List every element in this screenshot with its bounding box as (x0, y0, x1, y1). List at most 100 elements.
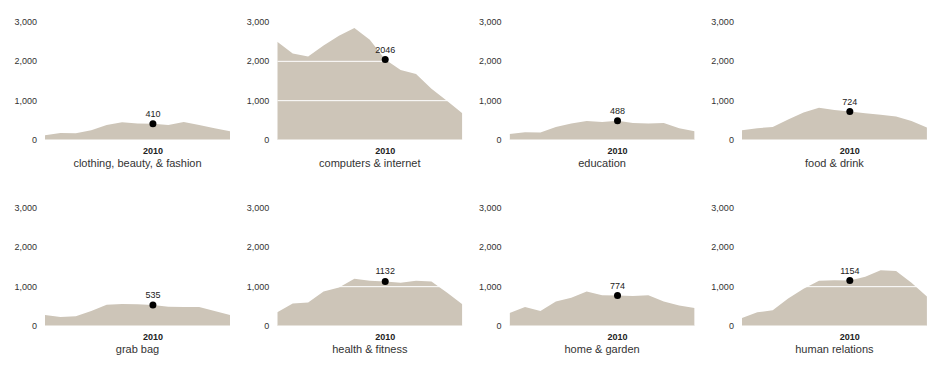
y-tick-label: 2,000 (247, 242, 270, 252)
grid-line (510, 100, 695, 101)
panel-title: food & drink (805, 157, 864, 169)
grid-line (510, 140, 695, 141)
panel: 01,0002,0003,00011542010human relations (711, 203, 927, 355)
panel: 01,0002,0003,00020462010computers & inte… (247, 17, 463, 169)
panel: 01,0002,0003,0004882010education (479, 17, 695, 169)
grid-line (510, 208, 695, 209)
grid-line (510, 286, 695, 287)
grid-line (742, 247, 927, 248)
highlight-point (614, 117, 621, 124)
chart-root: 01,0002,0003,0004102010clothing, beauty,… (0, 0, 932, 366)
y-tick-label: 2,000 (247, 56, 270, 66)
plot-area (277, 22, 462, 140)
y-tick-label: 3,000 (14, 203, 37, 213)
data-label: 488 (610, 106, 625, 116)
y-tick-label: 0 (729, 321, 734, 331)
plot-area (742, 208, 927, 326)
highlight-point (382, 278, 389, 285)
data-label: 410 (145, 109, 160, 119)
grid-line (45, 140, 230, 141)
grid-line (510, 61, 695, 62)
grid-line (277, 22, 462, 23)
grid-line (45, 61, 230, 62)
plot-area (510, 22, 695, 140)
panel-title: home & garden (564, 343, 639, 355)
grid-line (45, 247, 230, 248)
y-tick-label: 2,000 (14, 56, 37, 66)
data-label: 774 (610, 281, 625, 291)
panel-title: education (578, 157, 626, 169)
panel: 0 1,000 2,000 3,000 724 2010food & drink (711, 17, 927, 169)
y-tick-label: 1,000 (711, 282, 734, 292)
grid-line (277, 100, 462, 101)
y-tick-label: 3,000 (711, 203, 734, 213)
highlight-point (614, 292, 621, 299)
highlight-point (846, 108, 853, 115)
area (45, 304, 230, 326)
grid-line (45, 100, 230, 101)
x-tick-label: 2010 (608, 332, 628, 342)
grid-line (277, 208, 462, 209)
y-tick-label: 0 (32, 135, 37, 145)
grid-line (742, 100, 927, 101)
data-label: 724 (842, 97, 857, 107)
y-tick-label: 0 (264, 135, 269, 145)
grid-line (742, 208, 927, 209)
panel-title: human relations (795, 343, 874, 355)
y-tick-label: 1,000 (711, 96, 734, 106)
data-label: 535 (145, 290, 160, 300)
area (510, 291, 695, 326)
panel: 01,0002,0003,0007742010home & garden (479, 203, 695, 355)
grid-line (277, 140, 462, 141)
y-tick-label: 2,000 (479, 242, 502, 252)
y-tick-label: 2,000 (711, 56, 734, 66)
y-tick-label: 3,000 (14, 17, 37, 27)
y-tick-label: 3,000 (247, 203, 270, 213)
plot-area (45, 22, 230, 140)
grid-line (277, 61, 462, 62)
y-tick-label: 2,000 (14, 242, 37, 252)
x-tick-label: 2010 (608, 146, 628, 156)
area (742, 270, 927, 326)
area (277, 279, 462, 326)
grid-line (742, 286, 927, 287)
y-tick-label: 2,000 (479, 56, 502, 66)
y-tick-label: 1,000 (247, 282, 270, 292)
y-tick-label: 3,000 (479, 203, 502, 213)
x-tick-label: 2010 (375, 332, 395, 342)
grid-line (45, 22, 230, 23)
grid-line (277, 286, 462, 287)
x-tick-label: 2010 (840, 146, 860, 156)
plot-area (742, 22, 927, 140)
y-tick-label: 1,000 (14, 282, 37, 292)
x-tick-label: 2010 (840, 332, 860, 342)
area (45, 122, 230, 140)
y-tick-label: 1,000 (479, 282, 502, 292)
grid-line (45, 208, 230, 209)
highlight-point (149, 120, 156, 127)
grid-line (277, 247, 462, 248)
plot-area (510, 208, 695, 326)
y-tick-label: 3,000 (247, 17, 270, 27)
grid-line (510, 326, 695, 327)
area (277, 28, 462, 140)
grid-line (45, 286, 230, 287)
data-label: 2046 (375, 45, 395, 55)
y-tick-label: 1,000 (14, 96, 37, 106)
area (742, 108, 927, 140)
grid-line (510, 247, 695, 248)
panel: 01,0002,0003,00011322010health & fitness (247, 203, 463, 355)
grid-line (510, 22, 695, 23)
highlight-point (382, 56, 389, 63)
y-tick-label: 3,000 (711, 17, 734, 27)
grid-line (277, 326, 462, 327)
y-tick-label: 0 (264, 321, 269, 331)
panel-title: grab bag (116, 343, 159, 355)
panel-title: health & fitness (332, 343, 408, 355)
y-tick-label: 0 (729, 135, 734, 145)
plot-area (277, 208, 462, 326)
y-tick-label: 0 (32, 321, 37, 331)
grid-line (742, 326, 927, 327)
grid-line (742, 140, 927, 141)
y-tick-label: 1,000 (479, 96, 502, 106)
